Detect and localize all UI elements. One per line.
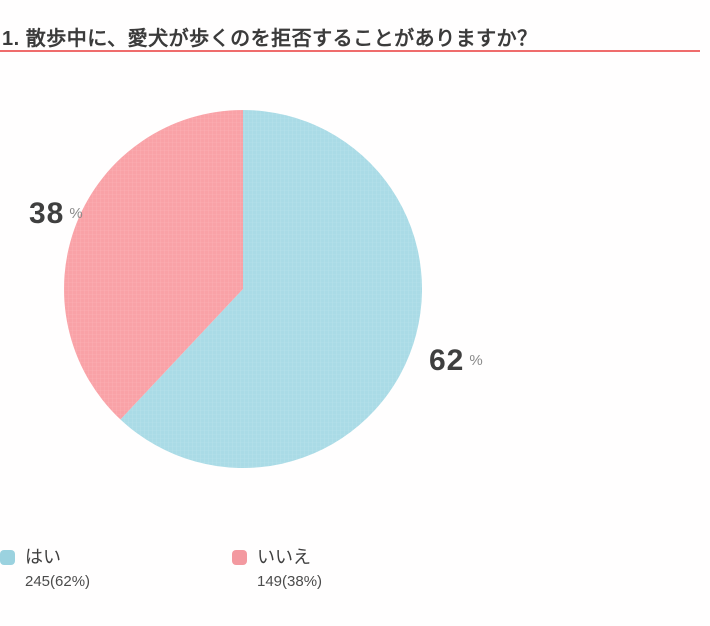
- pie-texture-overlay: [64, 110, 422, 468]
- legend-swatch-no: [232, 550, 247, 565]
- legend: はい 245(62%) いいえ 149(38%): [0, 548, 710, 598]
- legend-item-yes: はい 245(62%): [0, 548, 90, 590]
- title-underline: [0, 50, 700, 52]
- pie-label-yes-unit: %: [469, 352, 483, 369]
- legend-item-no: いいえ 149(38%): [232, 548, 322, 590]
- question-title: 1. 散歩中に、愛犬が歩くのを拒否することがありますか？: [2, 28, 538, 50]
- pie-label-yes-value: 62: [429, 344, 465, 377]
- pie-chart: [64, 110, 422, 468]
- legend-swatch-yes: [0, 550, 15, 565]
- legend-detail-no: 149(38%): [257, 573, 323, 590]
- legend-detail-yes: 245(62%): [25, 573, 91, 590]
- pie-label-yes: 62%: [429, 344, 483, 378]
- pie-svg: [64, 110, 422, 468]
- legend-label-yes: はい: [25, 547, 61, 567]
- pie-label-no-value: 38: [29, 197, 65, 230]
- pie-label-no: 38%: [29, 197, 83, 231]
- legend-label-no: いいえ: [257, 547, 311, 567]
- pie-label-no-unit: %: [69, 205, 83, 222]
